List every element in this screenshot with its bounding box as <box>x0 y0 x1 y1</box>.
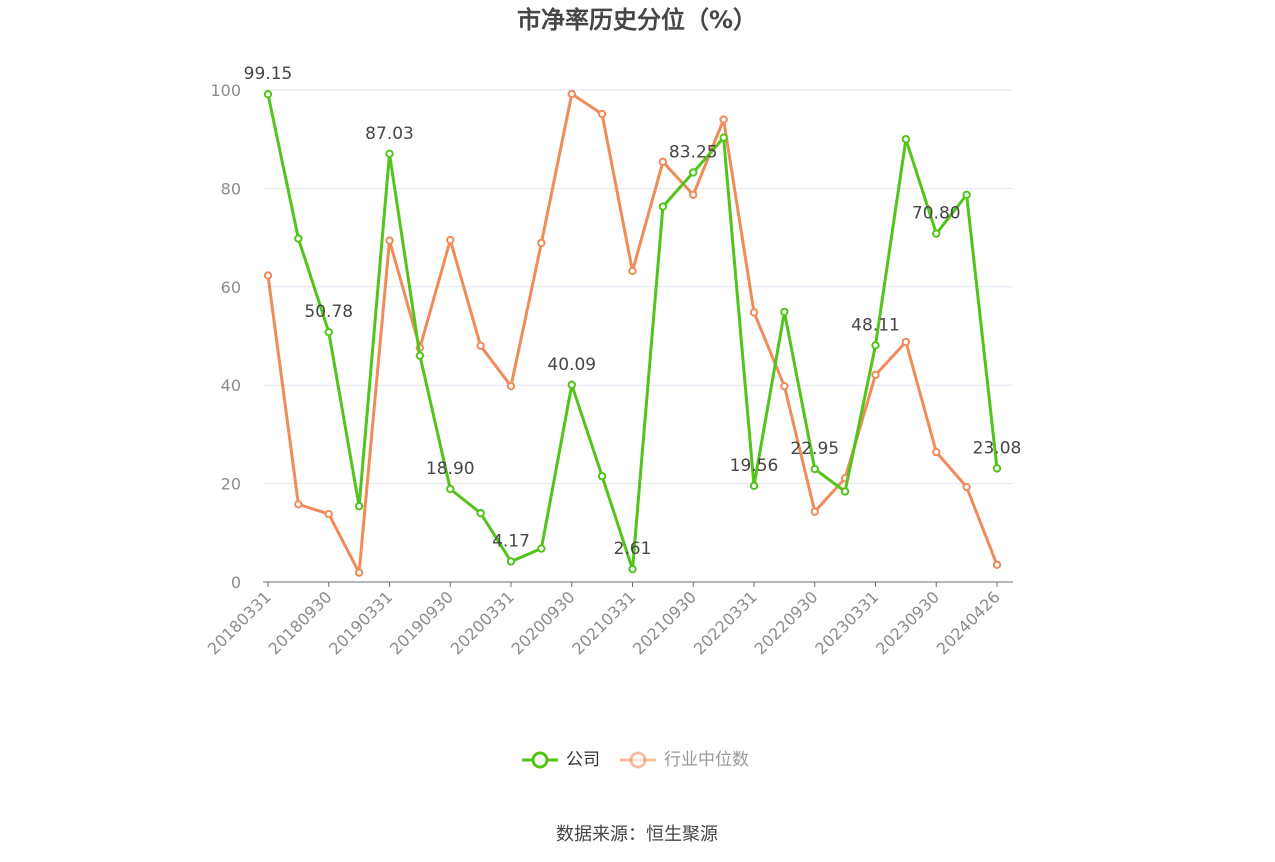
y-tick-label: 60 <box>221 278 241 297</box>
company-point <box>324 327 333 337</box>
y-tick-label: 40 <box>221 376 241 395</box>
company-data-label: 48.11 <box>851 315 900 335</box>
industry-median-point <box>294 500 303 509</box>
industry-median-point <box>932 447 941 457</box>
industry-median-point <box>871 370 880 380</box>
industry-median-point <box>901 337 911 347</box>
legend[interactable]: 公司 行业中位数 <box>522 750 749 770</box>
legend-item-company[interactable]: 公司 <box>522 750 600 770</box>
company-point <box>385 149 394 159</box>
industry-median-point <box>324 509 333 519</box>
company-point <box>294 234 303 243</box>
company-point <box>415 351 425 360</box>
industry-median-point <box>749 308 759 317</box>
industry-median-point <box>628 266 637 276</box>
x-tick-label: 20210930 <box>629 587 700 658</box>
company-data-label: 83.25 <box>669 142 718 162</box>
industry-median-point <box>537 238 546 248</box>
company-point <box>871 341 880 350</box>
industry-median-point <box>689 190 698 199</box>
industry-median-point <box>658 157 668 167</box>
legend-industry-label: 行业中位数 <box>664 750 749 770</box>
company-point <box>780 307 789 317</box>
axes: 0 20 40 60 80 100 2018033120180930201903312019… <box>204 81 1013 658</box>
company-point <box>537 544 546 553</box>
company-data-label: 18.90 <box>426 459 475 479</box>
company-data-label: 22.95 <box>790 439 839 459</box>
x-tick-label: 20230930 <box>872 587 943 658</box>
company-data-label: 99.15 <box>244 64 293 84</box>
company-data-label: 40.09 <box>547 355 596 375</box>
company-point <box>567 380 576 389</box>
company-data-label: 23.08 <box>973 438 1022 458</box>
x-tick-label: 20230331 <box>811 587 882 658</box>
company-point <box>810 464 819 474</box>
company-point <box>658 202 668 211</box>
industry-median-point <box>354 568 364 577</box>
company-point <box>354 502 364 511</box>
industry-median-point <box>385 236 394 245</box>
company-point <box>628 564 637 574</box>
company-point <box>749 481 759 490</box>
company-point <box>446 484 455 494</box>
company-point <box>962 190 971 199</box>
x-tick-label: 20210331 <box>568 587 639 658</box>
company-point <box>597 472 607 481</box>
x-tick-label: 20200331 <box>447 587 518 658</box>
industry-median-point <box>567 89 576 99</box>
x-tick-label: 20180331 <box>204 587 275 658</box>
industry-median-point <box>992 560 1002 569</box>
industry-median-point <box>810 507 819 516</box>
company-data-label: 2.61 <box>614 539 652 559</box>
company-data-label: 70.80 <box>912 204 961 224</box>
company-point <box>476 508 485 518</box>
company-data-label: 4.17 <box>492 531 530 551</box>
legend-industry-circle-icon <box>629 751 647 769</box>
company-data-label: 50.78 <box>304 302 353 322</box>
industry-median-point <box>719 115 728 124</box>
industry-median-point <box>506 381 516 391</box>
company-point <box>689 168 698 177</box>
industry-median-point <box>780 381 789 391</box>
legend-company-label: 公司 <box>566 750 600 770</box>
industry-median-point <box>597 109 607 119</box>
x-tick-label: 20220331 <box>690 587 761 658</box>
y-tick-label: 100 <box>210 81 241 100</box>
x-tick-label: 20190930 <box>386 587 457 658</box>
series-lines <box>263 89 1002 577</box>
company-point <box>263 89 273 99</box>
industry-median-point <box>263 271 273 280</box>
y-tick-label: 80 <box>221 179 241 198</box>
company-point <box>840 487 850 496</box>
x-tick-label: 20190331 <box>325 587 396 658</box>
industry-median-point <box>446 235 455 245</box>
company-data-label: 87.03 <box>365 124 414 144</box>
data-labels: 99.15 50.78 87.03 18.90 4.17 40.09 2.61 83.25 19… <box>244 64 1022 559</box>
x-tick-label: 20240426 <box>933 587 1004 658</box>
chart-title: 市净率历史分位（%） <box>517 6 757 34</box>
company-point <box>901 135 911 144</box>
company-data-label: 19.56 <box>730 456 779 476</box>
legend-company-circle-icon <box>531 751 549 769</box>
industry-median-point <box>476 341 485 351</box>
x-tick-label: 20180930 <box>265 587 336 658</box>
company-point <box>719 133 728 142</box>
company-point <box>932 229 941 238</box>
x-tick-label: 20220930 <box>751 587 822 658</box>
x-tick-label: 20200930 <box>508 587 579 658</box>
grid-lines <box>263 89 1013 485</box>
industry-median-point <box>962 482 971 492</box>
y-tick-label: 0 <box>231 573 241 592</box>
data-source-note: 数据来源：恒生聚源 <box>556 824 718 845</box>
legend-item-industry-median[interactable]: 行业中位数 <box>620 750 749 770</box>
company-point <box>992 464 1002 473</box>
y-tick-label: 20 <box>221 475 241 494</box>
company-point <box>506 557 516 566</box>
